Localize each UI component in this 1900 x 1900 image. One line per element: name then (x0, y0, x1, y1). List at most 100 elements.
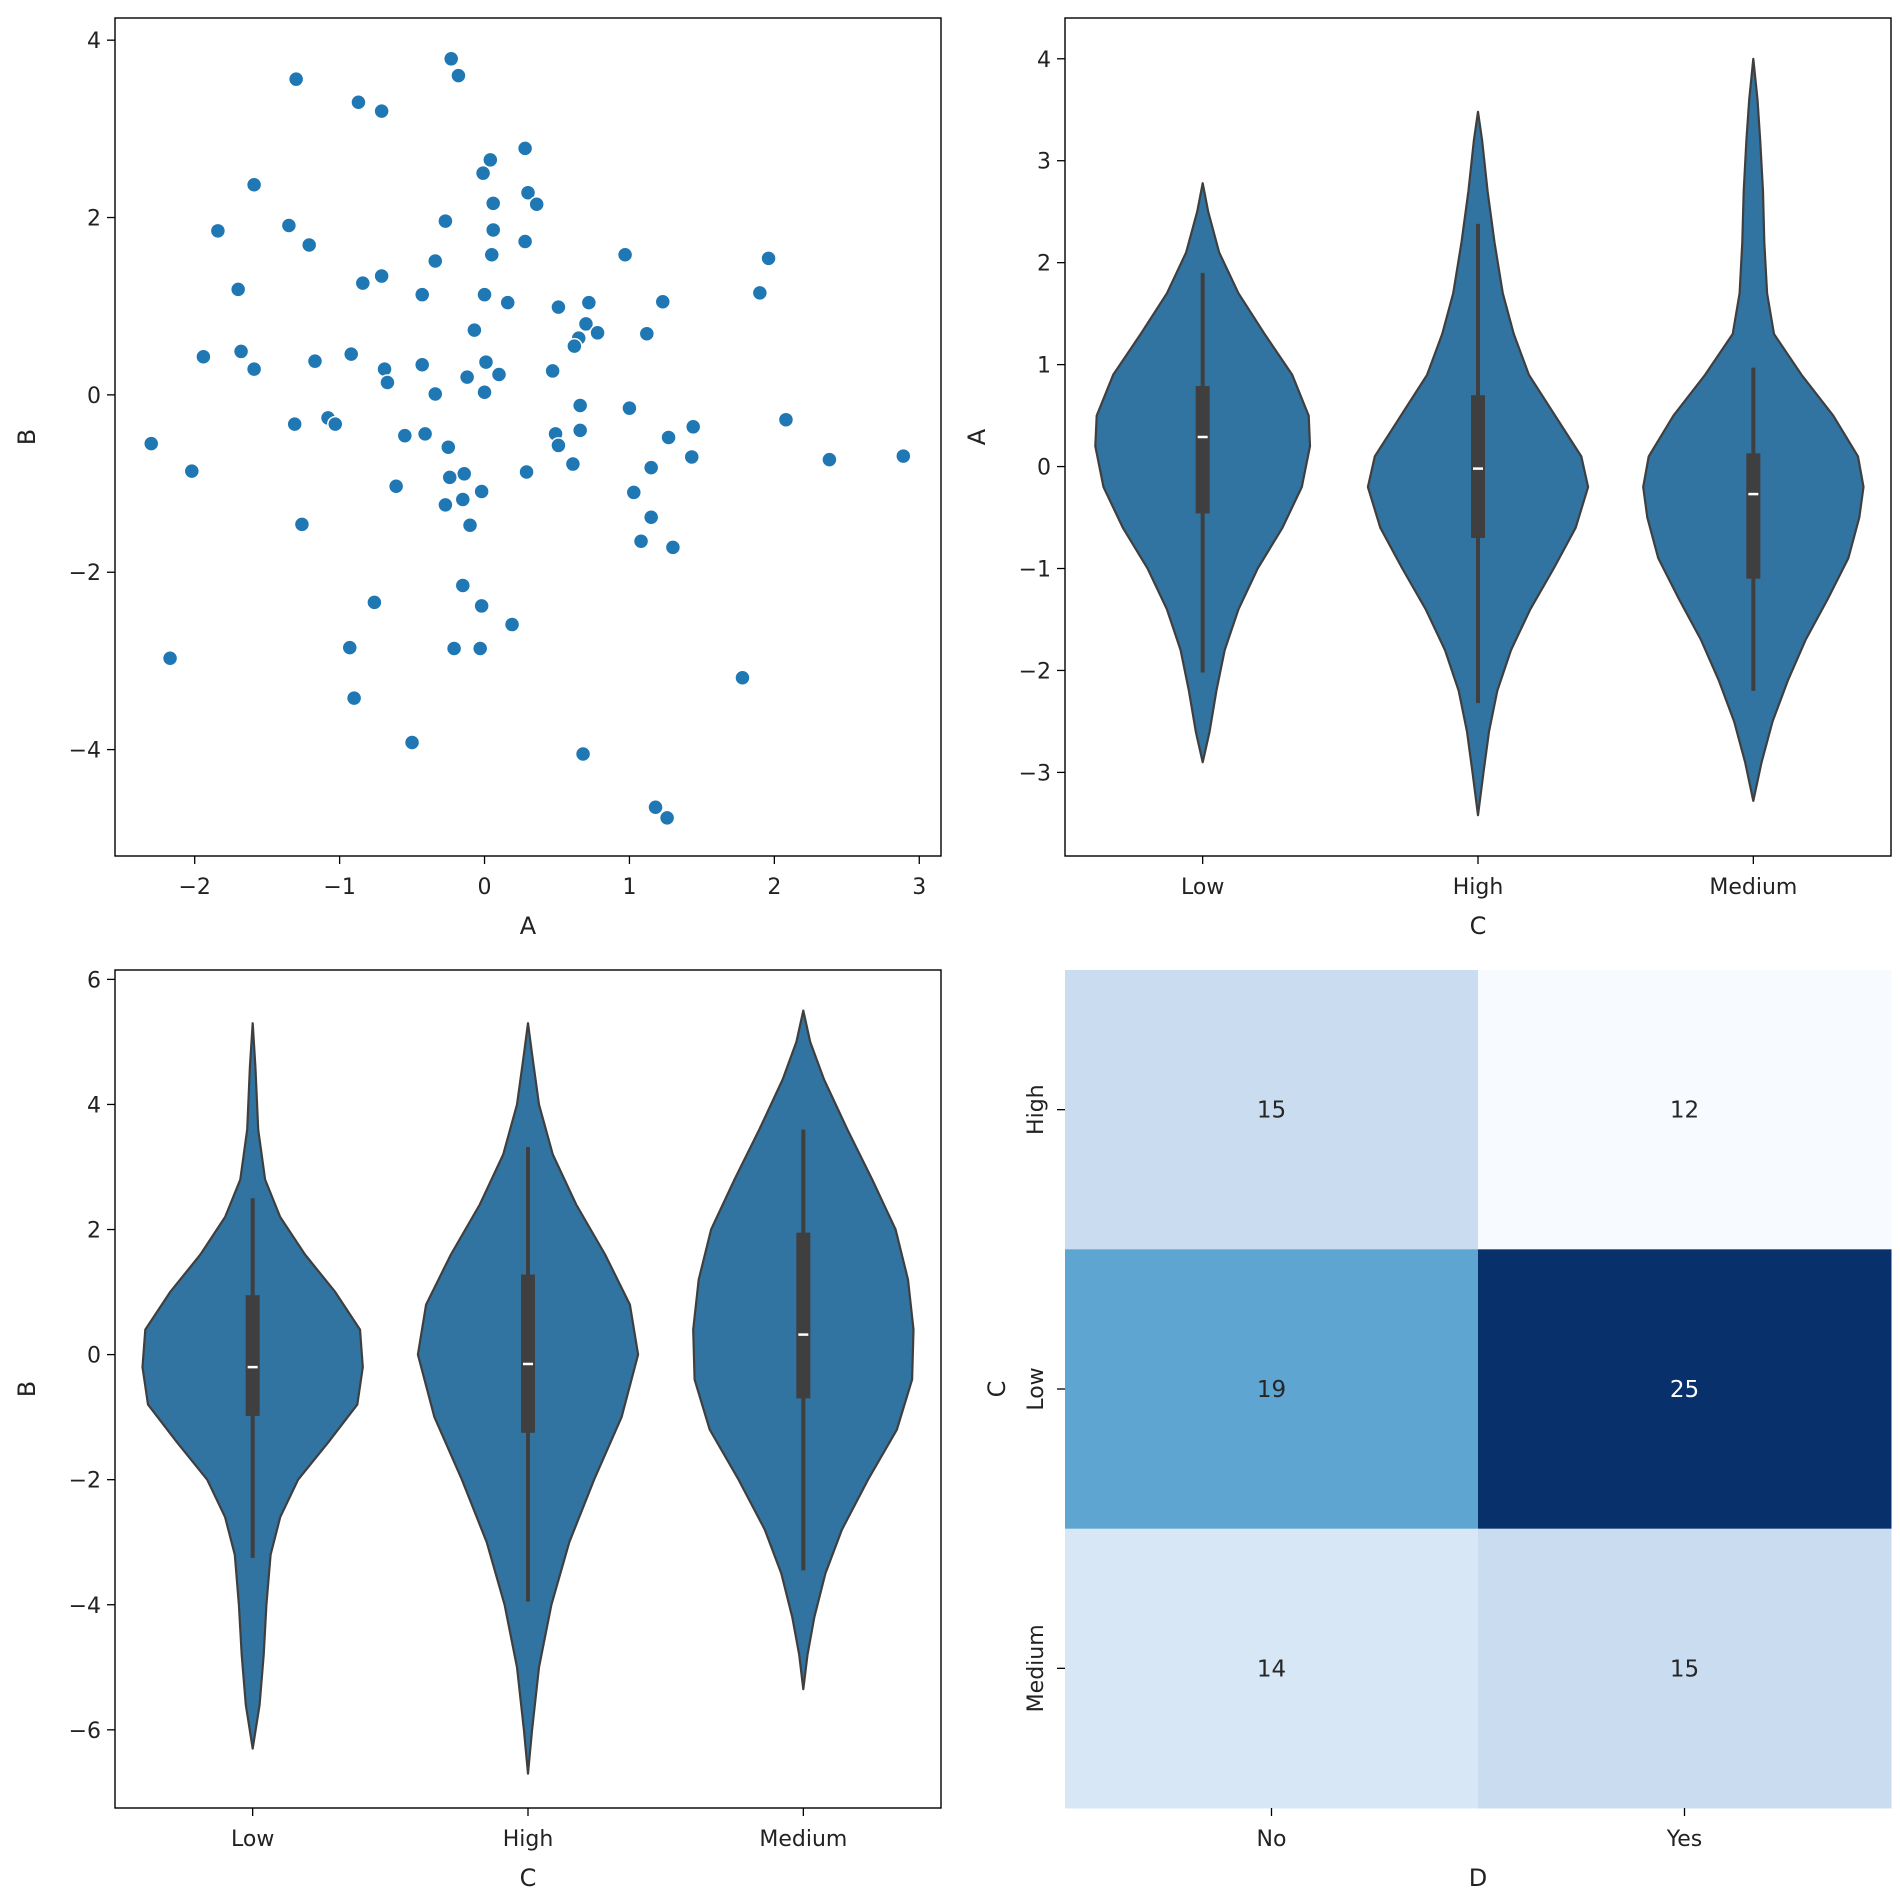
heatmap-cell-value: 15 (1670, 1656, 1699, 1682)
scatter-point (484, 221, 502, 239)
y-tick-label: 3 (1037, 150, 1051, 175)
scatter-point (306, 352, 324, 370)
scatter-point (161, 649, 179, 667)
scatter-point (642, 509, 660, 526)
scatter-point (440, 438, 457, 456)
scatter-point (647, 798, 664, 816)
scatter-point (209, 222, 227, 240)
x-tick-label: Low (1181, 875, 1224, 900)
scatter-point (477, 353, 495, 371)
scatter-point (416, 425, 434, 443)
scatter-point (458, 368, 476, 386)
scatter-point (427, 385, 444, 403)
scatter-point (777, 411, 795, 428)
x-tick-label: −1 (323, 875, 355, 900)
scatter-point (471, 640, 489, 657)
y-tick-label: −4 (69, 739, 101, 764)
x-tick-label: 1 (622, 875, 636, 900)
scatter-point (616, 246, 634, 264)
y-tick-label: −3 (1019, 761, 1051, 786)
x-tick-label: −2 (178, 875, 210, 900)
scatter-point (280, 217, 298, 234)
scatter-point (293, 516, 311, 533)
scatter-point (286, 415, 303, 433)
scatter-point (528, 195, 545, 213)
x-axis-label: C (520, 1864, 537, 1892)
scatter-point (373, 102, 390, 120)
scatter-point (245, 176, 263, 193)
scatter-point (466, 321, 483, 339)
y-tick-label: 4 (1037, 48, 1051, 73)
scatter-point (503, 616, 521, 633)
y-tick-label: Medium (1024, 1624, 1049, 1712)
scatter-point (664, 539, 682, 556)
heatmap-cell-value: 19 (1257, 1377, 1286, 1403)
scatter-point (574, 745, 592, 763)
heatmap-cell-value: 15 (1257, 1098, 1286, 1124)
scatter-point (734, 669, 751, 687)
scatter-point (684, 418, 702, 436)
scatter-point (625, 484, 643, 501)
scatter-point (413, 356, 431, 373)
scatter-point (566, 337, 583, 355)
scatter-point (379, 374, 396, 391)
scatter-point (490, 366, 508, 383)
scatter-point (518, 463, 535, 481)
scatter-point (577, 315, 595, 333)
violin-iqr-box (1746, 453, 1761, 579)
heatmap-cell (1478, 1528, 1892, 1809)
scatter-point (229, 281, 247, 298)
scatter-point (564, 455, 582, 473)
violin-plot-b-by-c: −6 −4 −2 0 2 4 6 Low High Medium C B (13, 968, 942, 1892)
y-tick-label: −4 (69, 1594, 101, 1619)
scatter-point (195, 348, 212, 365)
y-tick-label: 1 (1037, 354, 1051, 379)
scatter-point (642, 459, 660, 476)
scatter-point (437, 496, 454, 514)
scatter-point (461, 516, 479, 534)
x-axis-label: D (1469, 1864, 1487, 1892)
y-tick-label: Low (1024, 1367, 1049, 1410)
violin-plot-a-by-c: −3 −2 −1 0 1 2 3 4 Low High Medium C A (963, 17, 1892, 940)
scatter-point (519, 184, 537, 201)
scatter-point (455, 465, 473, 483)
x-tick-label: No (1257, 1827, 1287, 1852)
y-tick-label: −1 (1019, 558, 1051, 583)
scatter-point (571, 397, 589, 414)
x-tick-label: 0 (478, 875, 492, 900)
scatter-point (621, 399, 638, 417)
scatter-point (516, 233, 534, 250)
y-tick-label: 0 (1037, 456, 1051, 481)
y-tick-label: 0 (87, 384, 101, 409)
scatter-point (183, 462, 201, 480)
y-tick-label: −2 (69, 1469, 101, 1494)
scatter-point (454, 577, 472, 594)
violin-iqr-box (521, 1274, 535, 1433)
y-tick-label: 4 (87, 29, 101, 54)
scatter-point (658, 809, 676, 827)
scatter-point (350, 93, 367, 111)
violin-iqr-box (1471, 395, 1485, 538)
x-tick-label: 3 (912, 875, 926, 900)
y-tick-label: 2 (87, 1219, 101, 1244)
scatter-point (300, 236, 318, 254)
scatter-point (544, 362, 561, 380)
heatmap-c-vs-d: 15 12 19 25 14 15 No Yes High Low Medium D C (983, 970, 1892, 1892)
scatter-point (660, 429, 677, 446)
scatter-point (760, 250, 777, 267)
x-tick-label: Low (231, 1827, 274, 1852)
y-tick-label: −2 (69, 561, 101, 586)
scatter-point (474, 164, 492, 182)
y-axis-label: C (983, 1381, 1011, 1398)
heatmap-cell (1478, 970, 1892, 1250)
scatter-point (396, 427, 414, 444)
scatter-point (483, 246, 501, 264)
scatter-point (413, 286, 431, 303)
heatmap-cell-value: 12 (1670, 1098, 1699, 1124)
y-tick-label: −6 (69, 1719, 101, 1744)
scatter-point (441, 469, 458, 486)
scatter-point (366, 594, 383, 611)
scatter-point (571, 422, 589, 439)
heatmap-cell (1065, 1528, 1479, 1809)
scatter-point (476, 383, 493, 401)
